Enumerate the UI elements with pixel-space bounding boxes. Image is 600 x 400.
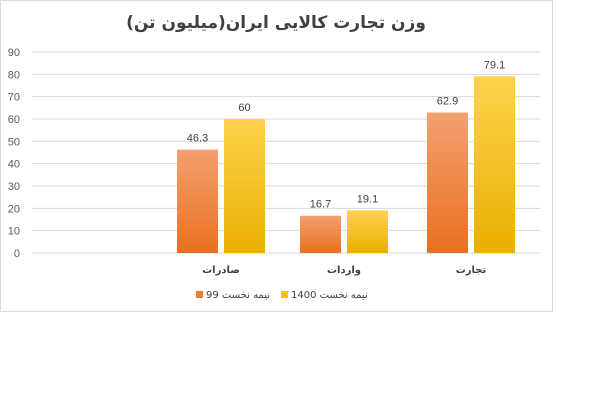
bar-h1-99-1 [300, 215, 341, 253]
data-label: 19.1 [357, 193, 378, 205]
chart-title: وزن تجارت کالایی ایران(میلیون تن) [126, 13, 426, 33]
legend-label: نیمه نخست 99 [206, 290, 270, 301]
data-label: 46.3 [187, 133, 208, 145]
legend-swatch [196, 291, 203, 298]
x-axis-categories: صادرات واردات تجارت [202, 265, 486, 276]
bar-h1-99-2 [427, 112, 468, 253]
legend-label: نیمه نخست 1400 [291, 290, 368, 301]
category-label: تجارت [456, 265, 487, 276]
y-tick-label: 50 [8, 136, 20, 148]
y-tick-label: 90 [8, 47, 20, 59]
category-label: واردات [327, 265, 361, 276]
y-tick-label: 30 [8, 181, 20, 193]
y-tick-label: 20 [8, 203, 20, 215]
data-labels: 46.3 60 16.7 19.1 62.9 79.1 [187, 59, 505, 210]
legend: نیمه نخست 99 نیمه نخست 1400 [196, 290, 368, 301]
y-tick-label: 0 [14, 248, 20, 260]
y-tick-label: 10 [8, 226, 20, 238]
category-label: صادرات [202, 265, 240, 276]
y-tick-label: 70 [8, 92, 20, 104]
y-tick-label: 80 [8, 69, 20, 81]
y-tick-label: 40 [8, 159, 20, 171]
bar-h1-99-0 [177, 149, 218, 253]
y-axis-ticks: 0 10 20 30 40 50 60 70 80 90 [8, 47, 20, 260]
data-label: 60 [238, 102, 250, 114]
legend-swatch [281, 291, 288, 298]
bar-h1-1400-0 [224, 119, 265, 253]
bar-h1-1400-1 [347, 210, 388, 253]
data-label: 16.7 [310, 199, 331, 211]
bars [177, 76, 515, 254]
data-label: 79.1 [484, 59, 505, 71]
data-label: 62.9 [437, 96, 458, 108]
y-tick-label: 60 [8, 114, 20, 126]
bar-h1-1400-2 [474, 76, 515, 254]
